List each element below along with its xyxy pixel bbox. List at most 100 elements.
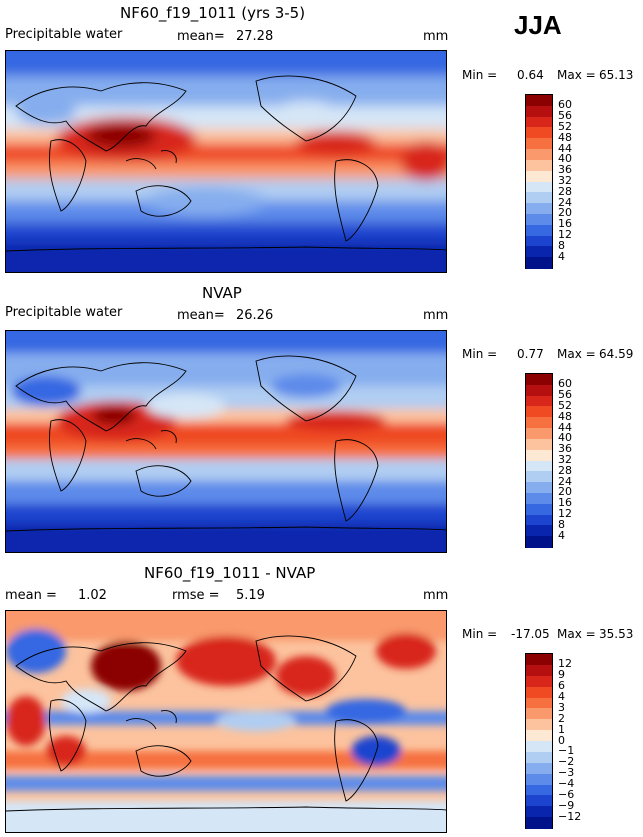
panel-2-colorbar [525, 373, 553, 548]
colorbar-tick-label: 28 [558, 463, 572, 477]
colorbar-tick-label: 36 [558, 442, 572, 456]
colorbar-tick-label: 44 [558, 141, 572, 155]
colorbar-tick-label: 1 [558, 722, 565, 736]
colorbar-tick-label: −4 [558, 777, 575, 790]
colorbar-tick-label: −3 [558, 766, 575, 780]
colorbar-swatch [526, 460, 552, 472]
colorbar-swatch [526, 235, 552, 247]
panel-3-rmse-label: rmse = [172, 588, 220, 603]
panel-3-mean-value: 1.02 [78, 588, 107, 603]
colorbar-tick-label: 48 [558, 130, 572, 144]
colorbar-swatch [526, 406, 552, 418]
panel-3-units: mm [423, 588, 449, 603]
colorbar-swatch [526, 170, 552, 182]
colorbar-swatch [526, 257, 552, 269]
colorbar-tick-label: −1 [558, 744, 575, 758]
colorbar-tick-label: 32 [558, 453, 572, 466]
colorbar-tick-label: 4 [558, 249, 565, 263]
colorbar-tick-label: 12 [558, 507, 572, 521]
panel-1-map [5, 50, 447, 273]
colorbar-swatch [526, 203, 552, 215]
colorbar-swatch [526, 697, 552, 709]
colorbar-tick-label: 28 [558, 184, 572, 198]
panel-2-max-label: Max = [557, 347, 596, 361]
colorbar-swatch [526, 417, 552, 429]
colorbar-swatch [526, 159, 552, 172]
colorbar-swatch [526, 492, 552, 505]
colorbar-swatch [526, 751, 552, 764]
colorbar-swatch [526, 105, 552, 118]
colorbar-swatch [526, 116, 552, 128]
panel-1-mean-value: 27.28 [236, 29, 274, 44]
colorbar-tick-label: 56 [558, 109, 572, 123]
colorbar-swatch [526, 784, 552, 796]
colorbar-tick-label: 2 [558, 711, 565, 725]
colorbar-swatch [526, 374, 552, 386]
colorbar-tick-label: −2 [558, 755, 575, 769]
panel-2-variable-label: Precipitable water [5, 305, 123, 320]
panel-2-max-value: 64.59 [599, 347, 634, 361]
colorbar-swatch [526, 675, 552, 688]
season-label: JJA [514, 10, 562, 40]
colorbar-swatch [526, 482, 552, 494]
colorbar-swatch [526, 536, 552, 548]
colorbar-swatch [526, 525, 552, 537]
colorbar-swatch [526, 384, 552, 397]
panel-3-title: NF60_f19_1011 - NVAP [144, 564, 316, 582]
panel-2-mean-label: mean= [177, 308, 225, 323]
panel-1-units: mm [423, 29, 449, 44]
panel-3-map [5, 610, 447, 833]
panel-3-min-value: -17.05 [511, 627, 550, 641]
colorbar-tick-label: 12 [558, 228, 572, 242]
panel-3-colorbar [525, 653, 553, 829]
panel-3-rmse-value: 5.19 [236, 588, 265, 603]
panel-1-colorbar [525, 94, 553, 269]
colorbar-swatch [526, 192, 552, 204]
colorbar-tick-label: 16 [558, 217, 572, 231]
panel-1-max-value: 65.13 [599, 68, 634, 82]
colorbar-swatch [526, 181, 552, 193]
colorbar-tick-label: 4 [558, 690, 565, 703]
colorbar-tick-label: 9 [558, 668, 565, 682]
colorbar-swatch [526, 138, 552, 150]
panel-1-min-value: 0.64 [517, 68, 544, 82]
colorbar-tick-label: 60 [558, 98, 572, 112]
colorbar-swatch [526, 428, 552, 440]
colorbar-tick-label: 44 [558, 420, 572, 434]
colorbar-tick-label: 40 [558, 152, 572, 166]
panel-3-min-label: Min = [462, 627, 498, 641]
colorbar-swatch [526, 503, 552, 516]
panel-1-title: NF60_f19_1011 (yrs 3-5) [120, 4, 306, 22]
colorbar-tick-label: 8 [558, 517, 565, 531]
colorbar-tick-label: 24 [558, 474, 572, 488]
colorbar-swatch [526, 95, 552, 107]
colorbar-tick-label: 32 [558, 174, 572, 187]
colorbar-tick-label: −6 [558, 787, 575, 801]
colorbar-swatch [526, 127, 552, 139]
colorbar-swatch [526, 806, 552, 818]
panel-1-min-label: Min = [462, 68, 498, 82]
colorbar-tick-label: 56 [558, 388, 572, 402]
colorbar-swatch [526, 741, 552, 753]
panel-2-map [5, 330, 447, 553]
colorbar-tick-label: 36 [558, 163, 572, 177]
colorbar-swatch [526, 395, 552, 407]
colorbar-swatch [526, 762, 552, 775]
colorbar-tick-label: 52 [558, 119, 572, 133]
colorbar-tick-label: 12 [558, 657, 572, 671]
panel-2-min-label: Min = [462, 347, 498, 361]
colorbar-swatch [526, 730, 552, 742]
colorbar-swatch [526, 719, 552, 731]
colorbar-swatch [526, 449, 552, 461]
colorbar-tick-label: 40 [558, 431, 572, 445]
colorbar-swatch [526, 213, 552, 226]
panel-1-max-label: Max = [557, 68, 596, 82]
colorbar-tick-label: 24 [558, 195, 572, 209]
panel-3-max-value: 35.53 [599, 627, 634, 641]
colorbar-swatch [526, 149, 552, 161]
panel-1-variable-label: Precipitable water [5, 27, 123, 42]
colorbar-swatch [526, 471, 552, 483]
colorbar-tick-label: 8 [558, 238, 565, 252]
colorbar-tick-label: −12 [558, 809, 582, 823]
panel-2-units: mm [423, 308, 449, 323]
